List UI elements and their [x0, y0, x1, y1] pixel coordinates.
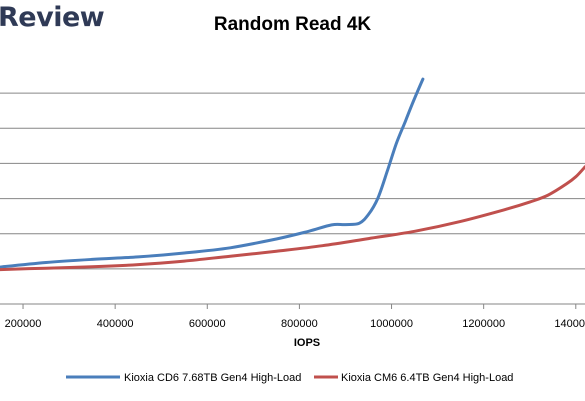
x-tick-label: 1400000 [554, 318, 585, 330]
brand-logo-text: Review [0, 2, 105, 33]
series-line-1 [0, 77, 425, 269]
x-tick-label: 800000 [281, 318, 318, 330]
x-tick-label: 400000 [97, 318, 134, 330]
x-tick-label: 1000000 [370, 318, 413, 330]
legend: Kioxia CD6 7.68TB Gen4 High-Load Kioxia C… [66, 372, 513, 384]
x-tick-label: 1200000 [462, 318, 505, 330]
gridlines [0, 92, 585, 270]
x-axis-label: IOPS [294, 337, 320, 349]
x-tick-label: 600000 [189, 318, 226, 330]
x-tick-label: 200000 [5, 318, 42, 330]
x-tick-labels: 200000 400000 600000 800000 1000000 1200000 14… [5, 304, 585, 330]
series-line-2 [0, 165, 585, 272]
series-lines [0, 77, 585, 272]
legend-entry-label: Kioxia CM6 6.4TB Gen4 High-Load [341, 372, 513, 384]
chart-title: Random Read 4K [213, 14, 372, 35]
legend-entry-label: Kioxia CD6 7.68TB Gen4 High-Load [124, 372, 301, 384]
